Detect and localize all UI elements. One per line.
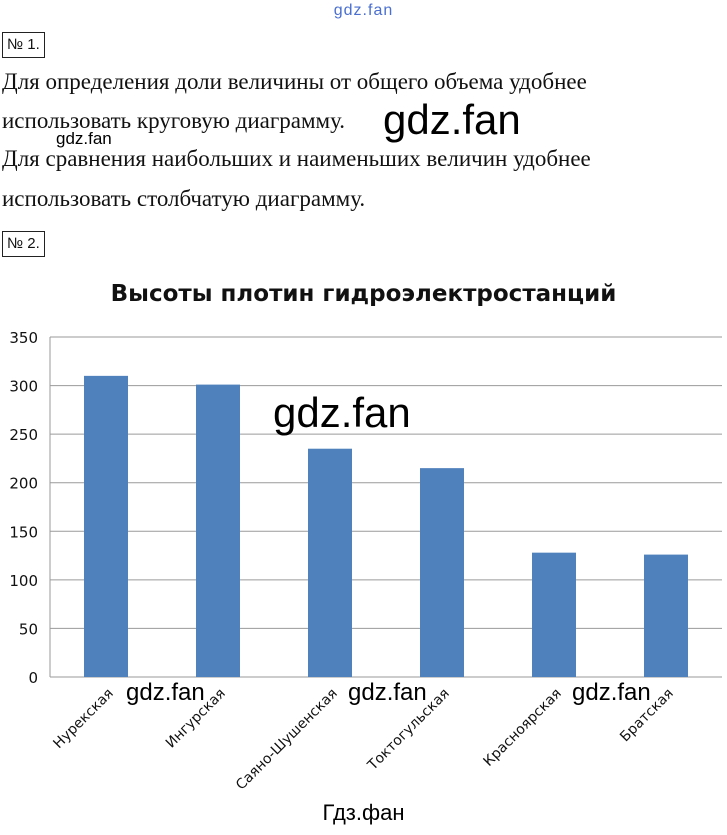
task-1-line-2: использовать круговую диаграмму. <box>2 108 346 133</box>
bar-3 <box>308 448 352 677</box>
y-tick-label: 250 <box>9 426 38 444</box>
y-tick-label: 200 <box>9 475 38 493</box>
chart-y-ticks: 0 50 100 150 200 250 300 350 <box>9 329 38 687</box>
watermark-big: gdz.fan <box>383 96 521 143</box>
x-category-label: Саяно-Шушенская <box>233 686 341 794</box>
footer-text: Гдз.фан <box>322 800 405 825</box>
y-tick-label: 100 <box>9 572 38 590</box>
chart-grid <box>49 336 722 678</box>
y-tick-label: 300 <box>9 378 38 396</box>
y-tick-label: 350 <box>9 329 38 347</box>
chart-title: Высоты плотин гидроэлектростанций <box>110 281 617 307</box>
task-2-number: № 2. <box>2 231 45 257</box>
y-tick-label: 150 <box>9 523 38 541</box>
task-1-number: № 1. <box>2 32 45 58</box>
watermark-top: gdz.fan <box>333 2 394 19</box>
bar-4 <box>420 468 464 677</box>
watermark-small: gdz.fan <box>56 129 112 148</box>
x-category-label: Нурекская <box>50 686 116 752</box>
x-category-label: Красноярская <box>480 686 564 770</box>
task-1-line-1: Для определения доли величины от общего … <box>2 69 587 94</box>
watermark-axis-2: gdz.fan <box>348 679 427 706</box>
bar-1 <box>84 375 128 677</box>
chart-bars <box>84 375 688 677</box>
bar-2 <box>196 384 240 677</box>
task-1-line-3: Для сравнения наибольших и наименьших ве… <box>2 146 591 171</box>
bar-5 <box>532 552 576 677</box>
y-tick-label: 0 <box>28 669 38 687</box>
watermark-axis-1: gdz.fan <box>126 679 205 706</box>
task-1-line-4: использовать столбчатую диаграмму. <box>2 186 366 211</box>
y-tick-label: 50 <box>19 620 38 638</box>
watermark-chart: gdz.fan <box>273 389 411 436</box>
watermark-axis-3: gdz.fan <box>572 679 651 706</box>
bar-6 <box>644 554 688 677</box>
